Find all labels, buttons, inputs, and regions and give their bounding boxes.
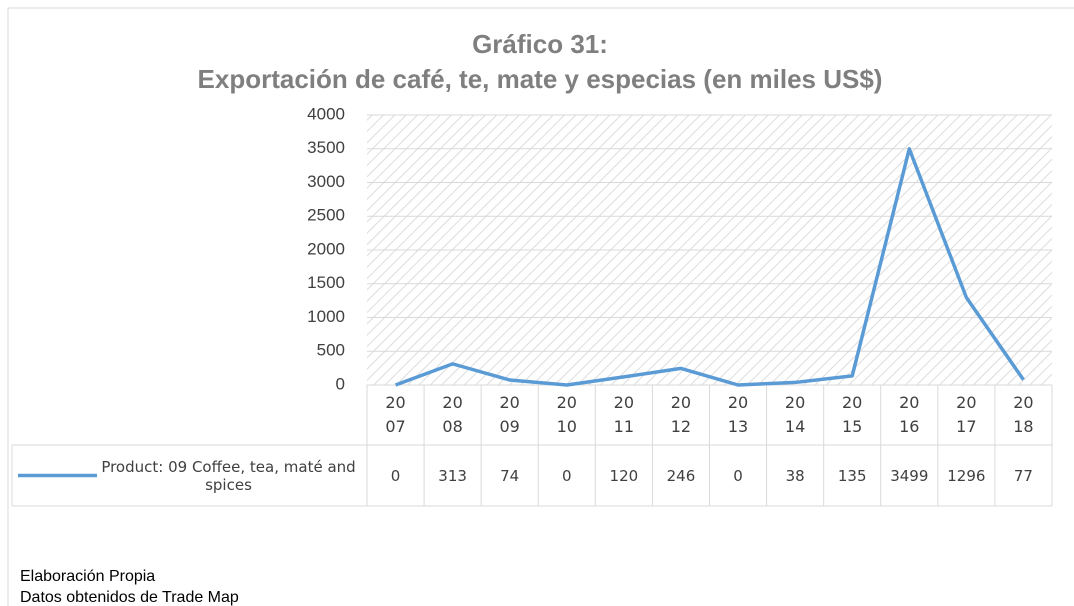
table-value-box: 120 (609, 466, 639, 485)
y-tick-label: 3000 (307, 172, 345, 191)
table-value: 313 (438, 466, 467, 485)
x-tick-label-box: 2010 (556, 393, 577, 436)
table-value-box: 0 (733, 466, 743, 485)
table-value-box: 0 (562, 466, 572, 485)
table-value-box: 77 (1013, 466, 1033, 485)
table-value: 77 (1013, 466, 1033, 485)
table-value-box: 135 (837, 466, 867, 485)
table-value: 38 (785, 466, 805, 485)
x-tick-label: 2018 (1013, 393, 1034, 436)
x-tick-label-box: 2008 (442, 393, 463, 436)
y-tick-label: 2500 (307, 206, 345, 225)
x-tick-label-box: 2018 (1013, 393, 1034, 436)
x-tick-label-box: 2007 (385, 393, 406, 436)
note: Elaboración Propia (20, 568, 155, 585)
table-value-box: 313 (438, 466, 467, 485)
y-tick-label: 4000 (307, 104, 345, 123)
series-line (394, 147, 1025, 387)
x-tick-label: 2015 (842, 393, 863, 436)
table-value: 120 (609, 466, 639, 485)
table-value: 0 (390, 466, 401, 485)
y-tick-label: 3500 (307, 138, 345, 157)
table-value: 246 (666, 466, 696, 485)
table-value: 0 (562, 466, 572, 485)
legend-label: Product: 09 Coffee, tea, maté and spices (101, 457, 356, 494)
x-tick-label-box: 2014 (784, 393, 806, 436)
x-tick-label-box: 2013 (727, 393, 749, 436)
x-tick-label: 2008 (442, 393, 463, 436)
x-tick-label-box: 2011 (613, 393, 635, 436)
x-tick-label: 2017 (956, 393, 977, 436)
table-value: 0 (733, 466, 743, 485)
y-tick-label: 2000 (307, 239, 345, 258)
table-value-box: 3499 (890, 466, 929, 485)
table-value-box: 0 (390, 466, 401, 485)
x-tick-label-box: 2012 (670, 393, 692, 436)
table-value: 74 (500, 466, 520, 485)
note: Datos obtenidos de Trade Map (20, 589, 239, 606)
x-tick-label: 2014 (784, 393, 806, 436)
y-tick-label: 1500 (307, 273, 345, 292)
table-value-box: 246 (666, 466, 696, 485)
x-tick-label: 2011 (613, 393, 635, 436)
table-value: 1296 (947, 466, 986, 485)
table-value: 135 (837, 466, 867, 485)
x-tick-label: 2012 (670, 393, 692, 436)
chart-title: Gráfico 31: (472, 29, 608, 59)
y-tick-label: 500 (317, 341, 345, 360)
y-tick-label: 0 (336, 374, 345, 393)
legend-label-box: Product: 09 Coffee, tea, maté and spices (101, 457, 356, 494)
table-value: 3499 (890, 466, 929, 485)
table-value-box: 38 (785, 466, 805, 485)
table-value-box: 1296 (947, 466, 986, 485)
x-tick-label-box: 2016 (899, 393, 920, 436)
x-tick-label-box: 2017 (956, 393, 977, 436)
x-tick-label: 2007 (385, 393, 406, 436)
frame (7, 7, 1074, 606)
x-tick-label: 2016 (899, 393, 920, 436)
x-tick-label: 2009 (499, 393, 520, 436)
x-tick-label-box: 2009 (499, 393, 520, 436)
table-value-box: 74 (500, 466, 520, 485)
chart-subtitle: Exportación de café, te, mate y especias… (198, 64, 883, 94)
y-tick-label: 1000 (307, 307, 345, 326)
x-tick-label: 2013 (727, 393, 749, 436)
x-tick-label: 2010 (556, 393, 577, 436)
x-tick-label-box: 2015 (842, 393, 863, 436)
